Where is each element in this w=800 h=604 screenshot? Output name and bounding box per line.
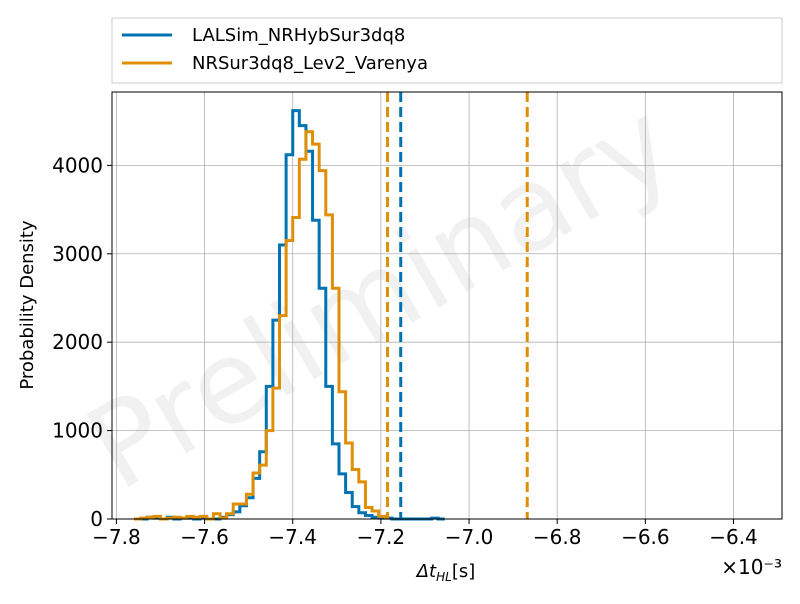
x-axis-label: ΔtHL[s] xyxy=(415,561,476,584)
y-axis-label: Probability Density xyxy=(17,220,38,390)
x-tick-label: −7.8 xyxy=(92,525,141,549)
y-tick-label: 1000 xyxy=(52,419,103,443)
legend-label-lalsim: LALSim_NRHybSur3dq8 xyxy=(192,25,405,46)
plot-frame xyxy=(111,91,783,520)
legend-label-nrsur: NRSur3dq8_Lev2_Varenya xyxy=(192,53,428,74)
x-tick-label: −7.0 xyxy=(445,525,494,549)
legend-frame xyxy=(111,17,783,84)
x-tick-label: −6.6 xyxy=(621,525,670,549)
credible-interval-lines xyxy=(385,92,529,519)
y-axis-ticks: 0 1000 2000 3000 4000 xyxy=(52,153,112,531)
y-tick-label: 2000 xyxy=(52,330,103,354)
series-step-line-nrsur xyxy=(134,130,387,521)
y-tick-label: 3000 xyxy=(52,242,103,266)
y-tick-label: 0 xyxy=(90,507,103,531)
series-layer xyxy=(134,109,445,521)
legend: LALSim_NRHybSur3dq8 NRSur3dq8_Lev2_Varen… xyxy=(111,17,783,84)
y-tick-label: 4000 xyxy=(52,153,103,177)
x-tick-label: −6.8 xyxy=(533,525,582,549)
x-tick-label: −6.4 xyxy=(709,525,758,549)
x-tick-label: −7.6 xyxy=(180,525,229,549)
x-axis-ticks: −7.8 −7.6 −7.4 −7.2 −7.0 −6.8 −6.6 −6.4 xyxy=(92,519,758,549)
x-tick-label: −7.4 xyxy=(268,525,317,549)
x-axis-multiplier: ×10⁻³ xyxy=(721,555,782,579)
x-tick-label: −7.2 xyxy=(357,525,406,549)
